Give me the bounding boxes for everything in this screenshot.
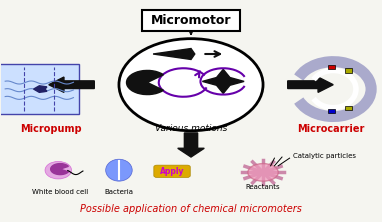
Text: Micropump: Micropump	[20, 123, 81, 134]
Wedge shape	[126, 70, 163, 95]
FancyArrow shape	[49, 77, 94, 92]
Bar	[327, 109, 335, 113]
Text: Micromotor: Micromotor	[151, 14, 231, 26]
Wedge shape	[51, 164, 68, 174]
Ellipse shape	[45, 161, 71, 179]
Ellipse shape	[248, 164, 278, 181]
Polygon shape	[202, 69, 244, 93]
FancyBboxPatch shape	[0, 64, 79, 114]
Polygon shape	[153, 49, 195, 59]
Text: Reactants: Reactants	[246, 184, 280, 190]
Text: Various motions: Various motions	[155, 124, 227, 133]
FancyBboxPatch shape	[154, 165, 190, 177]
Bar	[345, 68, 352, 73]
Bar	[345, 105, 352, 110]
Text: Microcarrier: Microcarrier	[298, 123, 365, 134]
FancyArrow shape	[178, 133, 204, 157]
FancyBboxPatch shape	[142, 10, 240, 31]
Bar	[327, 65, 335, 69]
Ellipse shape	[106, 159, 132, 181]
FancyArrow shape	[288, 77, 333, 92]
Polygon shape	[34, 86, 47, 92]
Text: Catalytic particles: Catalytic particles	[293, 153, 356, 159]
Ellipse shape	[119, 39, 263, 131]
Text: Possible application of chemical micromoters: Possible application of chemical micromo…	[80, 204, 302, 214]
Text: Bacteria: Bacteria	[104, 189, 133, 195]
Text: Apply: Apply	[160, 167, 184, 176]
Text: White blood cell: White blood cell	[32, 189, 88, 195]
